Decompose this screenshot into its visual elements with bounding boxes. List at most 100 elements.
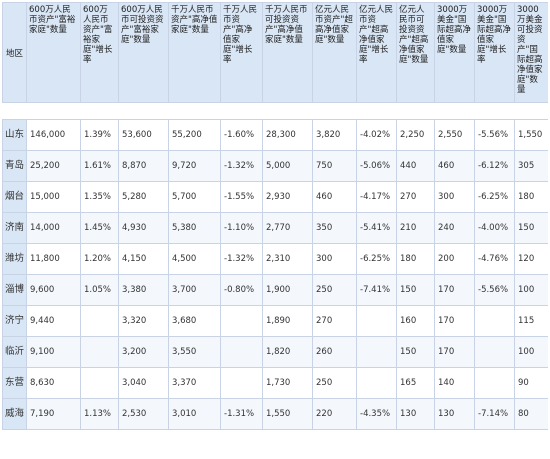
data-cell: 55,200 (168, 119, 221, 151)
data-cell: 250 (312, 367, 357, 399)
data-cell (80, 367, 119, 399)
data-cell: -7.41% (356, 274, 397, 306)
data-cell: 3,040 (118, 367, 169, 399)
table-body: 山东 146,000 1.39% 53,600 55,200 -1.60% 28,300 3,… (2, 102, 548, 430)
data-cell: -4.76% (474, 243, 515, 275)
table-row: 淄博 9,600 1.05% 3,380 3,700 -0.80% 1,900 250 -7.4… (2, 274, 548, 306)
data-cell: 100 (514, 336, 548, 368)
column-header: 3000万美金可投资资产"国际超高净值家庭"数量 (514, 2, 548, 103)
table-row: 威海 7,190 1.13% 2,530 3,010 -1.31% 1,550 220 -4.3… (2, 398, 548, 430)
data-cell: 150 (396, 274, 435, 306)
data-cell: -5.06% (356, 150, 397, 182)
data-cell (220, 367, 263, 399)
data-cell: 220 (312, 398, 357, 430)
data-cell: 1,730 (262, 367, 313, 399)
data-cell: 4,500 (168, 243, 221, 275)
region-cell: 威海 (2, 398, 27, 430)
region-cell: 山东 (2, 119, 27, 151)
data-cell: -4.17% (356, 181, 397, 213)
data-cell: 7,190 (26, 398, 81, 430)
data-cell: 750 (312, 150, 357, 182)
data-cell: 250 (312, 274, 357, 306)
data-cell: 3,380 (118, 274, 169, 306)
spacer-row (2, 102, 548, 120)
data-cell: 1.61% (80, 150, 119, 182)
data-cell: 170 (434, 336, 475, 368)
data-cell: 130 (396, 398, 435, 430)
data-cell: 200 (434, 243, 475, 275)
data-cell: 14,000 (26, 212, 81, 244)
data-cell: -1.10% (220, 212, 263, 244)
data-cell: 5,000 (262, 150, 313, 182)
table-row: 临沂 9,100 3,200 3,550 1,820 260 150 170 100 (2, 336, 548, 368)
data-cell: 1,900 (262, 274, 313, 306)
data-cell: -6.12% (474, 150, 515, 182)
data-cell: 100 (514, 274, 548, 306)
data-cell (474, 367, 515, 399)
data-cell: 53,600 (118, 119, 169, 151)
data-cell: 3,320 (118, 305, 169, 337)
data-cell: -6.25% (474, 181, 515, 213)
data-cell: 170 (434, 274, 475, 306)
region-cell: 青岛 (2, 150, 27, 182)
region-cell: 烟台 (2, 181, 27, 213)
data-cell (356, 367, 397, 399)
data-cell: -4.00% (474, 212, 515, 244)
data-cell: 1.05% (80, 274, 119, 306)
data-cell: 240 (434, 212, 475, 244)
data-cell: 460 (434, 150, 475, 182)
data-cell: -1.31% (220, 398, 263, 430)
data-cell: 1.45% (80, 212, 119, 244)
data-cell: 1,550 (514, 119, 548, 151)
data-cell: 180 (514, 181, 548, 213)
data-cell: 2,770 (262, 212, 313, 244)
data-cell (356, 336, 397, 368)
data-cell: 3,820 (312, 119, 357, 151)
column-header: 亿元人民币可投资资产"超高净值家庭"数量 (396, 2, 435, 103)
data-cell: 115 (514, 305, 548, 337)
data-cell: 3,200 (118, 336, 169, 368)
data-cell: 260 (312, 336, 357, 368)
column-header: 千万人民币资产"高净值家庭"增长率 (220, 2, 263, 103)
data-cell: 1,820 (262, 336, 313, 368)
data-cell: 8,630 (26, 367, 81, 399)
data-cell: -1.32% (220, 150, 263, 182)
data-cell: 146,000 (26, 119, 81, 151)
data-cell: -4.02% (356, 119, 397, 151)
region-cell: 济南 (2, 212, 27, 244)
data-cell: 305 (514, 150, 548, 182)
data-cell: 160 (396, 305, 435, 337)
data-cell: 350 (312, 212, 357, 244)
data-cell: -5.56% (474, 274, 515, 306)
data-cell: 11,800 (26, 243, 81, 275)
column-header: 千万人民币资产"高净值家庭"数量 (168, 2, 221, 103)
data-cell: 15,000 (26, 181, 81, 213)
column-header: 亿元人民币资产"超高净值家庭"数量 (312, 2, 357, 103)
wealth-statistics-table: 地区 600万人民币资产"富裕家庭"数量 600万人民币资产"富裕家庭"增长率 600… (2, 2, 548, 430)
data-cell: 150 (514, 212, 548, 244)
data-cell: 9,720 (168, 150, 221, 182)
data-cell: -5.41% (356, 212, 397, 244)
region-cell: 临沂 (2, 336, 27, 368)
data-cell: 25,200 (26, 150, 81, 182)
column-header: 亿元人民币资产"超高净值家庭"增长率 (356, 2, 397, 103)
column-header-region: 地区 (2, 2, 27, 103)
data-cell: 9,100 (26, 336, 81, 368)
column-header: 600万人民币资产"富裕家庭"增长率 (80, 2, 119, 103)
data-cell: -6.25% (356, 243, 397, 275)
data-cell: 2,550 (434, 119, 475, 151)
column-header: 3000万美金"国际超高净值家庭"增长率 (474, 2, 515, 103)
data-cell: 180 (396, 243, 435, 275)
region-cell: 淄博 (2, 274, 27, 306)
data-cell: 4,150 (118, 243, 169, 275)
table-row: 济南 14,000 1.45% 4,930 5,380 -1.10% 2,770 350 -5.… (2, 212, 548, 244)
region-cell: 济宁 (2, 305, 27, 337)
data-cell: 440 (396, 150, 435, 182)
data-cell: 3,010 (168, 398, 221, 430)
table-row: 青岛 25,200 1.61% 8,870 9,720 -1.32% 5,000 750 -5.… (2, 150, 548, 182)
data-cell: 90 (514, 367, 548, 399)
spacer-cell (2, 102, 548, 120)
data-cell: 3,680 (168, 305, 221, 337)
data-cell: 270 (396, 181, 435, 213)
data-cell: -7.14% (474, 398, 515, 430)
